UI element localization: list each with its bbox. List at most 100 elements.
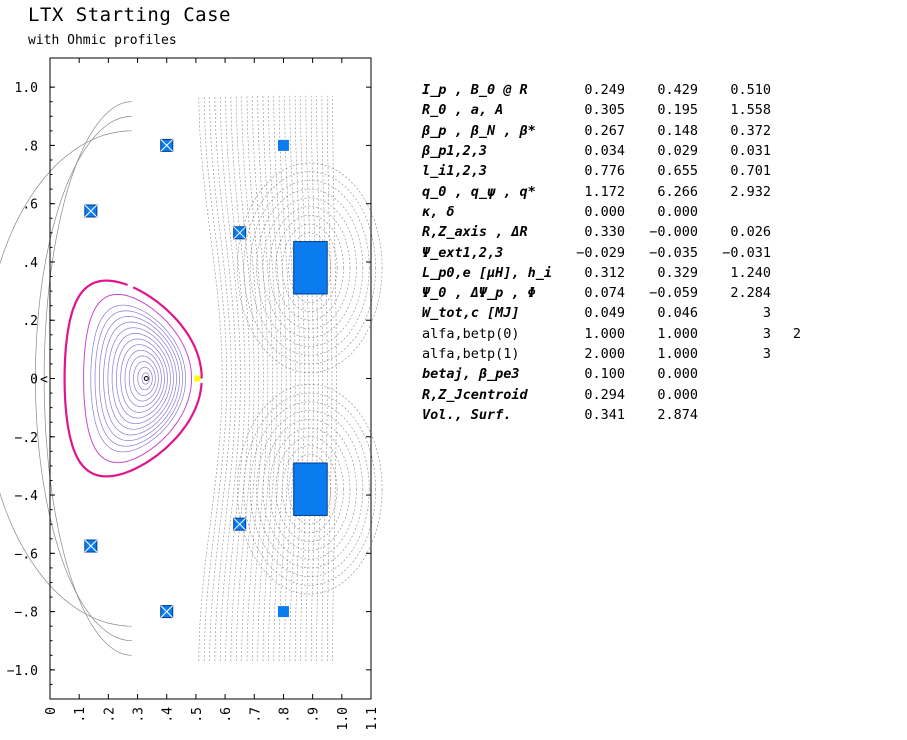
separatrix [63,279,203,478]
param-name: W_tot,c [MJ] [422,305,520,322]
coil-flux-loop [256,188,364,347]
outer-contour [35,115,132,642]
param-name: q_0 , q_ψ , q* [422,183,536,200]
vacuum-contour [316,95,324,662]
flux-surface [107,327,174,430]
vacuum-contour [241,95,259,662]
outer-contour [0,130,132,627]
param-value: 0.000 [584,203,626,220]
y-tick-label: −1.0 [7,664,38,679]
param-name: β_p1,2,3 [422,143,488,160]
param-value: 3 [762,325,772,342]
vacuum-contour [236,95,255,662]
x-tick-label: .1 [73,707,88,723]
vacuum-contour [326,95,333,662]
param-row: R,Z_Jcentroid 0.294 0.000 [422,384,801,404]
param-value: 0.026 [730,224,772,241]
vacuum-contour [246,95,264,662]
param-value: 2.874 [657,406,699,423]
large-coil [293,241,328,295]
flux-surface [116,338,168,419]
param-row: β_p1,2,3 0.034 0.029 0.031 [422,141,801,161]
param-value: −0.035 [649,244,699,261]
coil-flux-loop [288,453,332,525]
coil-flux-loop [275,436,344,542]
vacuum-contour [278,95,292,662]
param-row: Ψ_0 , ΔΨ_p , Φ 0.074 −0.059 2.284 [422,283,801,303]
x-tick-label: .4 [161,707,176,723]
param-value: 0.249 [584,82,626,99]
vacuum-contour [198,95,223,662]
param-value: 0.701 [730,163,772,180]
param-row: l_i1,2,3 0.776 0.655 0.701 [422,161,801,181]
param-value: 0.100 [584,366,626,383]
coil-flux-loop [275,215,344,321]
param-name: alfa,betp(0) [422,325,520,342]
coil-flux-loop [262,418,357,560]
coil-flux-loop [269,427,351,551]
param-value: 0.074 [584,285,626,302]
flux-surface [141,372,150,385]
param-value: 0.000 [657,386,699,403]
param-name: R,Z_axis , ΔR [422,224,528,241]
param-value: 0.655 [657,163,699,180]
param-value: 0.429 [657,82,699,99]
x-tick-label: 1.1 [365,707,380,730]
flux-contours [0,95,383,662]
coil [277,606,289,618]
param-value [771,344,801,364]
y-tick-label: −.4 [15,489,39,504]
y-tick-label: −.8 [15,606,38,621]
coil-flux-loop [281,445,338,534]
y-tick-label: −.2 [15,431,38,446]
param-row: κ, δ 0.000 0.000 [422,202,801,222]
param-value: 0.034 [584,143,626,160]
param-value: 0.330 [584,224,626,241]
param-row: R_0 , a, A 0.305 0.195 1.558 [422,100,801,120]
param-value: 0.341 [584,406,626,423]
coil-cross [160,605,174,618]
param-value: 3 [762,346,772,362]
coil-cross [233,226,247,240]
param-value [698,364,771,384]
vacuum-contour [230,95,250,662]
param-row: Vol., Surf. 0.341 2.874 [422,405,801,425]
param-value [771,80,801,100]
vacuum-contour [214,95,237,662]
vacuum-contour [321,95,328,662]
param-row: L_p0,e [μH], h_i 0.312 0.329 1.240 [422,263,801,283]
param-value: 1.000 [657,325,699,342]
page-title: LTX Starting Case [28,4,231,26]
y-axis-ticks: 1.0 .8 .6 .4 .2 0 −.2 −.4 −.6 −.8 −1.0 < [7,81,371,685]
param-name: alfa,betp(1) [422,346,520,362]
param-value [698,384,771,404]
param-value: 0.510 [730,82,772,99]
y-tick-label: .6 [22,198,38,213]
param-value: 0.148 [657,122,699,139]
param-value: 0.000 [657,203,699,220]
param-name: betaj, β_pe3 [422,366,520,383]
x-point-marker [194,375,201,382]
param-value [771,161,801,181]
coil-flux-loop [237,384,383,595]
coil-flux-loop [269,206,351,330]
x-tick-label: .9 [307,707,322,723]
param-value: 1.558 [730,102,772,119]
x-axis-ticks: 0 .1 .2 .3 .4 .5 .6 .7 .8 .9 1.0 1.1 [44,58,380,730]
plot-border [49,57,372,700]
coil-flux-loop [243,392,376,586]
param-row: q_0 , q_ψ , q* 1.172 6.266 2.932 [422,181,801,201]
x-tick-label: .8 [277,707,292,723]
large-coil [293,462,328,516]
param-value: −0.000 [649,224,699,241]
param-name: l_i1,2,3 [422,163,488,180]
param-row: betaj, β_pe3 0.100 0.000 [422,364,801,384]
param-name: I_p , B_0 @ R [422,82,528,99]
param-row: I_p , B_0 @ R 0.249 0.429 0.510 [422,80,801,100]
vacuum-contour [284,95,296,662]
param-value: 0.000 [657,366,699,383]
vacuum-contour [294,95,305,662]
coil-cross [233,517,247,531]
param-value: −0.059 [649,285,699,302]
outer-contour [43,101,132,656]
